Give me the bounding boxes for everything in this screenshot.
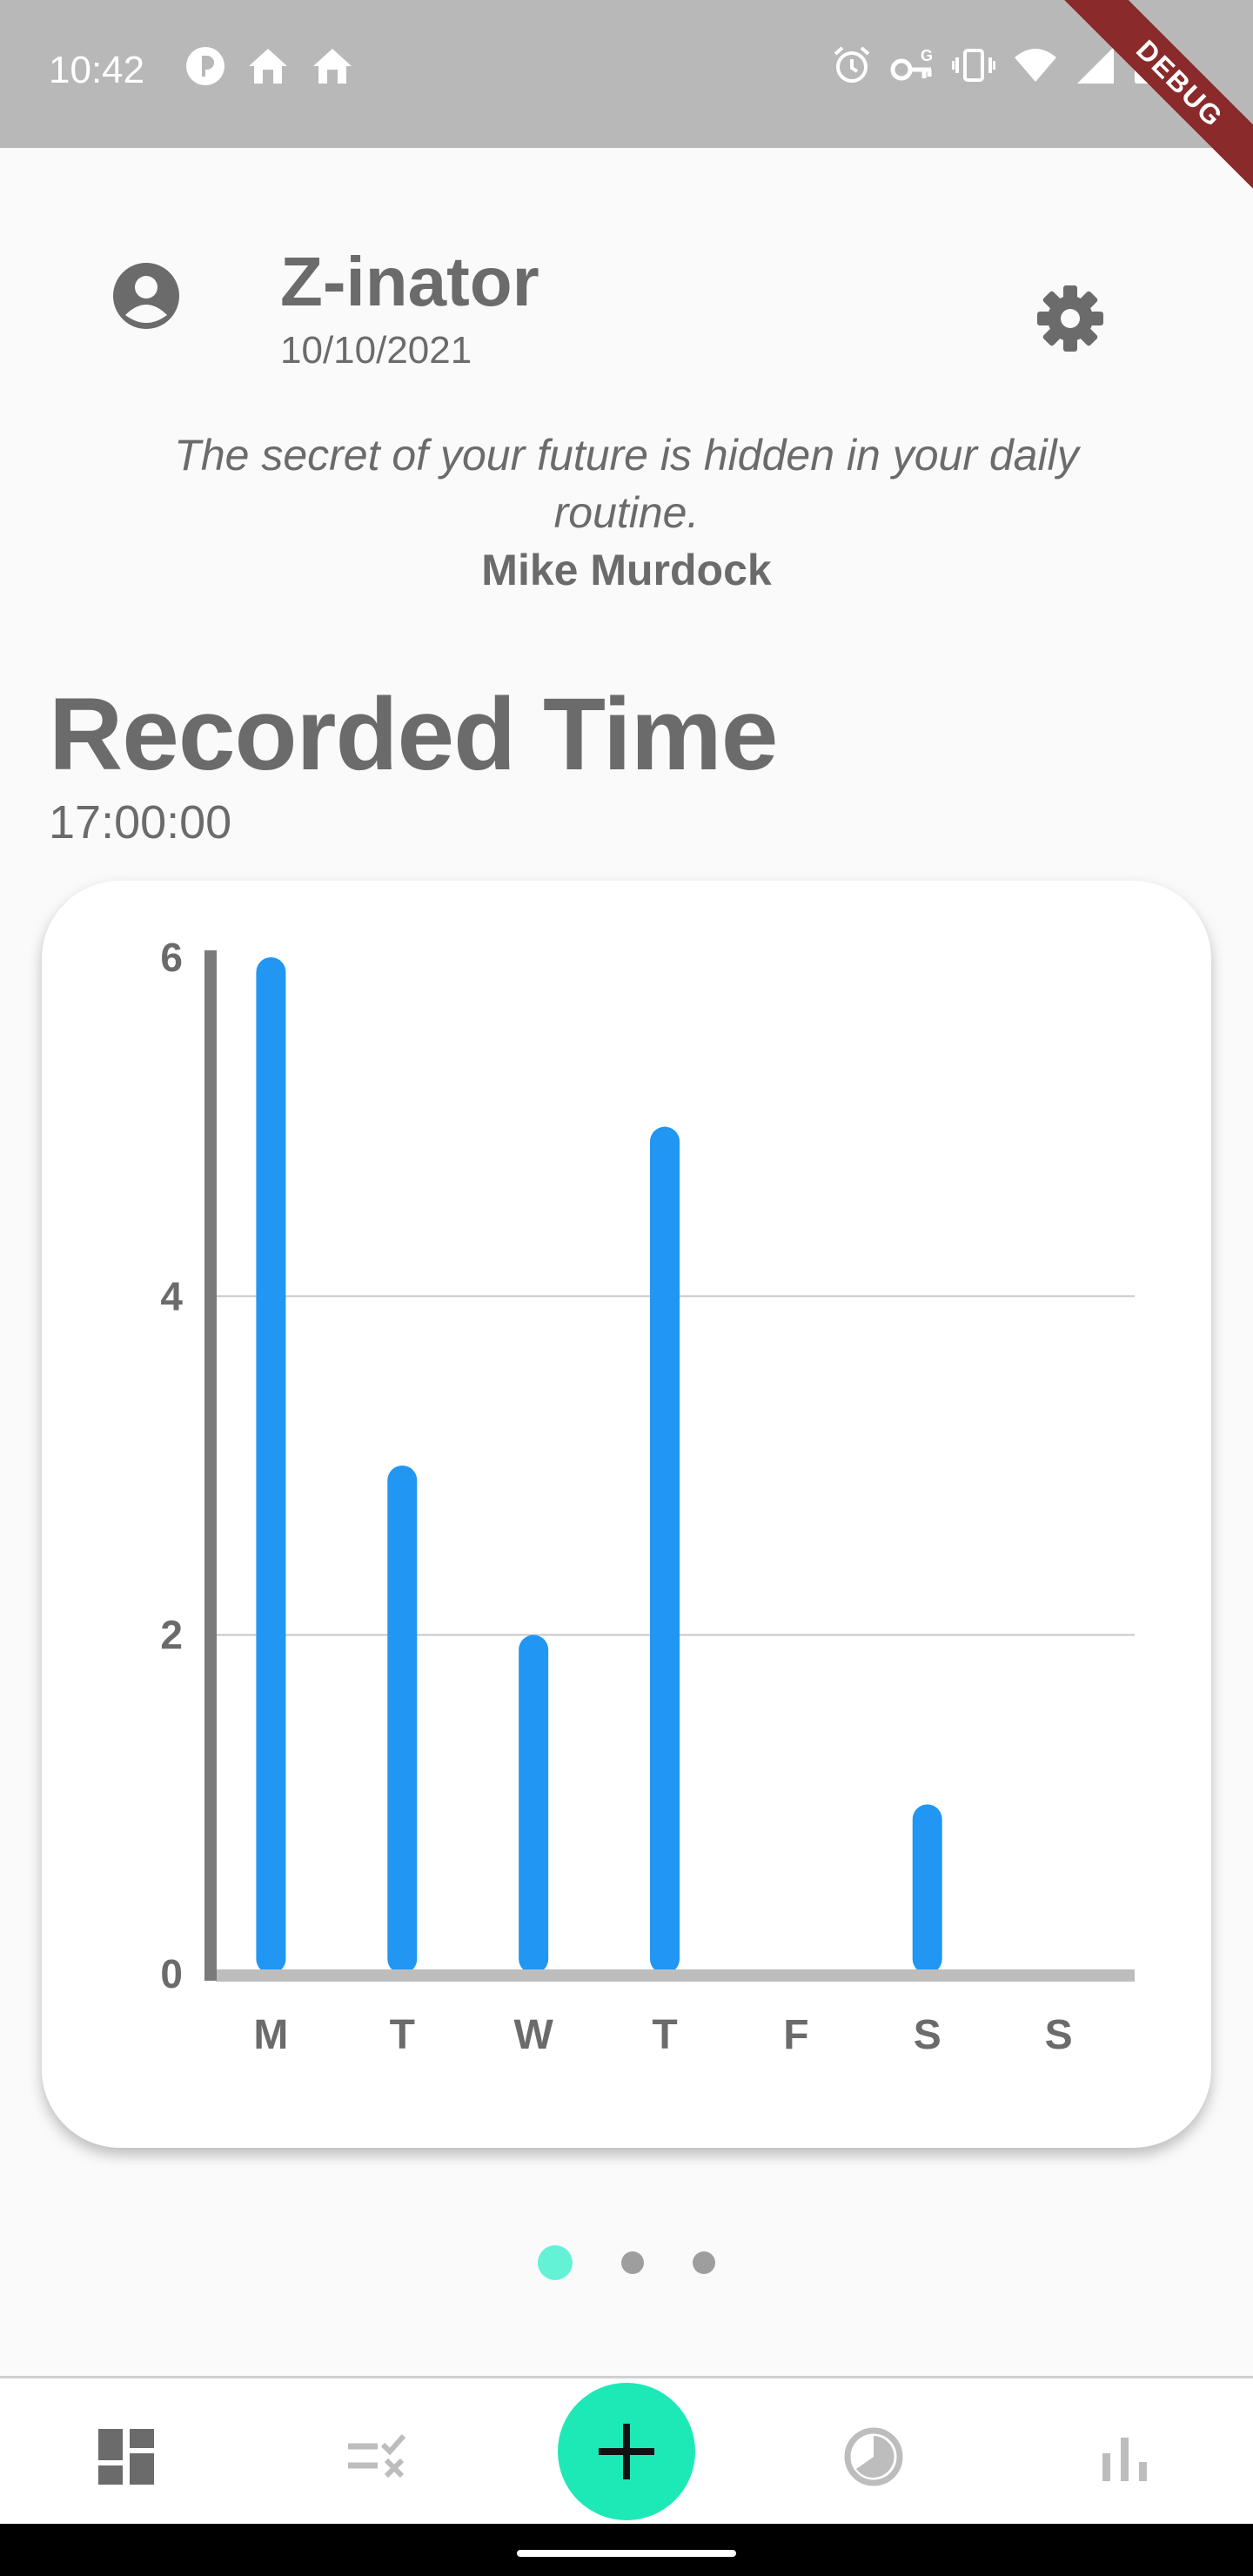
weekly-bar-chart: 0 2 4 6 M T W T F S S bbox=[160, 935, 1135, 2058]
home-gesture-bar[interactable] bbox=[517, 2550, 736, 2557]
x-tick-label: S bbox=[914, 2012, 941, 2058]
alarm-icon bbox=[834, 46, 870, 83]
add-button[interactable] bbox=[558, 2383, 695, 2520]
chart-card[interactable]: 0 2 4 6 M T W T F S S bbox=[42, 881, 1211, 2148]
tasks-icon[interactable] bbox=[343, 2422, 412, 2492]
status-left-icons bbox=[184, 45, 355, 87]
debug-banner: DEBUG bbox=[1053, 0, 1253, 211]
x-tick-label: T bbox=[652, 2012, 677, 2058]
svg-text:G: G bbox=[921, 47, 933, 64]
page-dot-2[interactable] bbox=[621, 2251, 644, 2274]
timer-icon[interactable] bbox=[839, 2422, 908, 2492]
home-icon bbox=[249, 49, 287, 84]
daily-quote: The secret of your future is hidden in y… bbox=[174, 431, 1079, 537]
quote-author: Mike Murdock bbox=[481, 546, 772, 594]
y-tick-label: 0 bbox=[160, 1951, 183, 1996]
x-tick-label: S bbox=[1045, 2012, 1073, 2058]
status-bar: 10:42 G bbox=[0, 0, 1253, 211]
dashboard-icon[interactable] bbox=[91, 2422, 161, 2492]
x-tick-label: T bbox=[390, 2012, 415, 2058]
y-tick-label: 6 bbox=[160, 935, 183, 980]
x-tick-label: M bbox=[253, 2012, 288, 2058]
status-right-icons: G bbox=[832, 45, 1157, 85]
page-dot-1[interactable] bbox=[538, 2245, 573, 2280]
bar-chart-icon[interactable] bbox=[1090, 2422, 1160, 2492]
add-icon bbox=[599, 2424, 654, 2479]
gear-icon[interactable] bbox=[1035, 284, 1105, 353]
page-dot-3[interactable] bbox=[693, 2251, 715, 2274]
vpn-key-icon: G bbox=[890, 47, 933, 81]
app-notification-icon bbox=[186, 47, 224, 85]
section-title: Recorded Time bbox=[49, 677, 778, 792]
current-date: 10/10/2021 bbox=[280, 329, 472, 372]
signal-icon bbox=[1077, 47, 1114, 84]
x-tick-label: W bbox=[513, 2012, 553, 2058]
account-circle-icon[interactable] bbox=[111, 261, 181, 331]
home-icon bbox=[313, 49, 352, 84]
vibrate-icon bbox=[952, 49, 995, 82]
x-tick-label: F bbox=[783, 2012, 808, 2058]
y-tick-label: 4 bbox=[160, 1273, 183, 1318]
wifi-icon bbox=[1015, 49, 1056, 82]
recorded-time-value: 17:00:00 bbox=[49, 796, 232, 849]
app-title: Z-inator bbox=[280, 243, 539, 320]
y-tick-label: 2 bbox=[160, 1613, 183, 1658]
page-indicator bbox=[0, 2245, 1253, 2280]
status-time: 10:42 bbox=[49, 49, 145, 91]
